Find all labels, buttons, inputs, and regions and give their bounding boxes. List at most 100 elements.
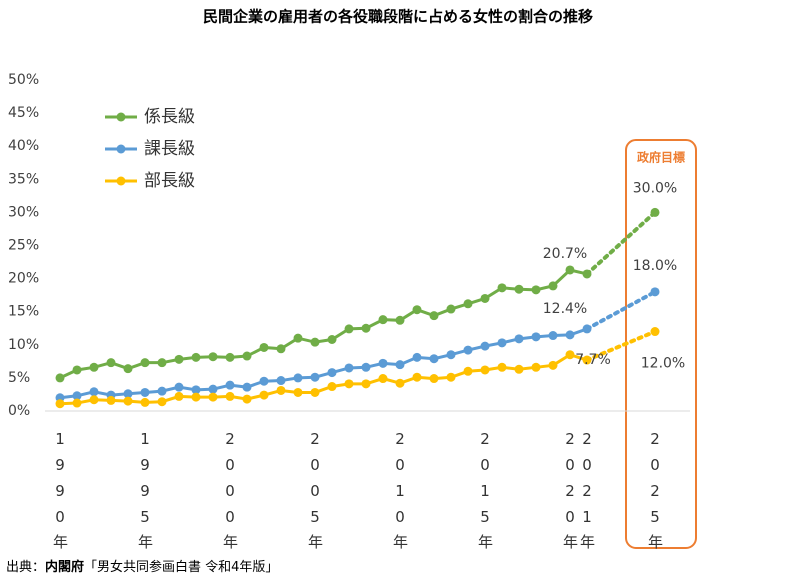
point	[293, 333, 303, 343]
x-tick-label: 2000年	[221, 430, 239, 557]
point	[548, 331, 558, 341]
point	[276, 385, 286, 395]
y-tick-label: 10%	[8, 337, 39, 353]
point	[429, 354, 439, 364]
point	[327, 368, 337, 378]
y-tick-label: 0%	[8, 403, 30, 419]
point	[276, 376, 286, 386]
legend-marker	[116, 144, 126, 154]
point	[276, 344, 286, 354]
target-line	[585, 210, 657, 276]
target-label: 12.0%	[641, 356, 685, 372]
point	[497, 283, 507, 293]
point	[582, 324, 592, 334]
point	[259, 376, 269, 386]
legend-label: 係長級	[144, 107, 195, 127]
y-tick-label: 20%	[8, 271, 39, 287]
target-line	[585, 289, 657, 331]
source-org: 内閣府	[45, 560, 85, 575]
point	[446, 304, 456, 314]
point	[89, 362, 99, 372]
point	[191, 385, 201, 395]
point	[72, 398, 82, 408]
y-tick-label: 40%	[8, 138, 39, 154]
y-tick-label: 15%	[8, 304, 39, 320]
point	[548, 360, 558, 370]
point	[191, 352, 201, 362]
point	[429, 374, 439, 384]
point	[463, 299, 473, 309]
point	[497, 338, 507, 348]
point	[140, 358, 150, 368]
point	[361, 362, 371, 372]
point	[531, 332, 541, 342]
point	[497, 362, 507, 372]
point	[412, 372, 422, 382]
data-label: 7.7%	[575, 352, 611, 368]
y-tick-label: 5%	[8, 370, 30, 386]
y-tick-label: 30%	[8, 204, 39, 220]
series-line	[59, 353, 588, 406]
point	[582, 355, 592, 365]
point	[208, 384, 218, 394]
point	[72, 391, 82, 401]
point	[480, 293, 490, 303]
target-label: 30.0%	[633, 180, 677, 196]
point	[327, 382, 337, 392]
y-tick-label: 45%	[8, 105, 39, 121]
point	[514, 284, 524, 294]
point	[72, 365, 82, 375]
point	[310, 387, 320, 397]
x-tick-label: 2005年	[306, 430, 324, 557]
target-point	[650, 207, 660, 217]
target-point	[650, 287, 660, 297]
point	[395, 360, 405, 370]
point	[191, 392, 201, 402]
point	[480, 341, 490, 351]
x-tick-label: 2020年	[561, 430, 579, 557]
point	[344, 379, 354, 389]
y-tick-label: 50%	[8, 72, 39, 88]
point	[293, 373, 303, 383]
point	[514, 334, 524, 344]
point	[378, 358, 388, 368]
chart-title: 民間企業の雇用者の各役職段階に占める女性の割合の推移	[203, 8, 593, 26]
point	[55, 399, 65, 409]
target-title: 政府目標	[637, 150, 685, 165]
point	[259, 390, 269, 400]
point	[378, 315, 388, 325]
point	[412, 305, 422, 315]
point	[395, 315, 405, 325]
point	[225, 391, 235, 401]
legend-label: 部長級	[144, 171, 195, 191]
point	[140, 397, 150, 407]
point	[293, 387, 303, 397]
point	[480, 365, 490, 375]
point	[157, 386, 167, 396]
point	[446, 372, 456, 382]
point	[157, 358, 167, 368]
x-tick-label: 1990年	[51, 430, 69, 557]
x-tick-label: 2021年	[578, 430, 596, 557]
point	[565, 330, 575, 340]
x-tick-label: 2010年	[391, 430, 409, 557]
point	[123, 396, 133, 406]
source: 出典：内閣府「男女共同参画白書 令和4年版」	[6, 556, 278, 575]
point	[582, 269, 592, 279]
point	[310, 337, 320, 347]
point	[123, 364, 133, 374]
point	[242, 382, 252, 392]
point	[208, 392, 218, 402]
point	[174, 382, 184, 392]
x-tick-label: 2015年	[476, 430, 494, 557]
point	[565, 350, 575, 360]
point	[106, 358, 116, 368]
point	[140, 387, 150, 397]
legend-marker	[116, 176, 126, 186]
point	[344, 363, 354, 373]
data-label: 20.7%	[543, 246, 587, 262]
point	[55, 373, 65, 383]
point	[242, 394, 252, 404]
